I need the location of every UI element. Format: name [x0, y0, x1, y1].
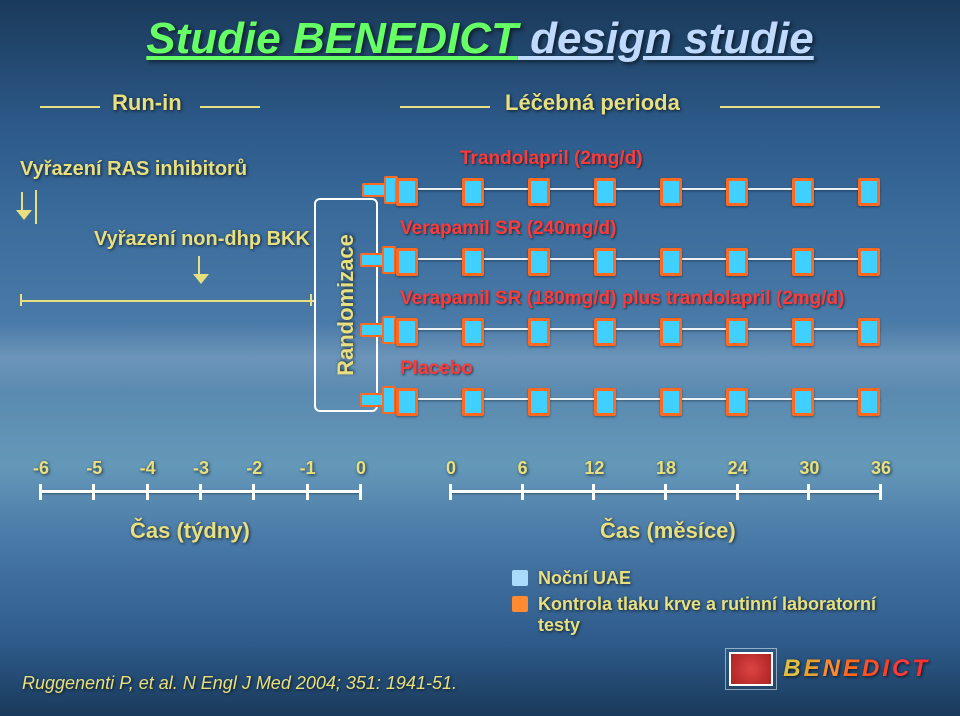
arm-0-tick-6 [792, 178, 814, 206]
randomization-label: Randomizace [333, 234, 359, 376]
legend-swatch-1 [512, 596, 528, 612]
arm-1-tick-4 [660, 248, 682, 276]
slide-root: { "title": { "part1": "Studie BENEDICT",… [0, 0, 960, 716]
months-tick-1 [521, 484, 524, 500]
weeks-ticklabel-2: -4 [133, 458, 163, 479]
runin-line-left [40, 106, 100, 108]
arm-1-tick-3 [594, 248, 616, 276]
weeks-tick-0 [39, 484, 42, 500]
months-ticklabel-1: 6 [508, 458, 538, 479]
arm-label-1: Verapamil SR (240mg/d) [400, 218, 616, 240]
weeks-tick-1 [92, 484, 95, 500]
weeks-ticklabel-3: -3 [186, 458, 216, 479]
months-ticklabel-4: 24 [723, 458, 753, 479]
runin-line-right [200, 106, 260, 108]
arm-0-tick-0 [396, 178, 418, 206]
arm-0-tick-7 [858, 178, 880, 206]
months-tick-3 [664, 484, 667, 500]
weeks-ticklabel-0: -6 [26, 458, 56, 479]
citation: Ruggenenti P, et al. N Engl J Med 2004; … [22, 673, 457, 694]
exclusion-bkk: Vyřazení non-dhp BKK [94, 228, 310, 251]
lead-cap-l [20, 294, 22, 306]
title-part-1: Studie BENEDICT [146, 14, 518, 63]
arm-0-tick-4 [660, 178, 682, 206]
arm-1-tick-1 [462, 248, 484, 276]
legend-label-0: Noční UAE [538, 568, 898, 589]
weeks-tick-6 [359, 484, 362, 500]
months-ticklabel-6: 36 [866, 458, 896, 479]
weeks-ticklabel-4: -2 [239, 458, 269, 479]
legend-label-1: Kontrola tlaku krve a rutinní laboratorn… [538, 594, 898, 636]
benedict-logo: BENEDICT [729, 652, 930, 686]
legend-swatch-0 [512, 570, 528, 586]
arm-3-tick-6 [792, 388, 814, 416]
lead-cap-r [310, 294, 312, 306]
arm-2-tick-1 [462, 318, 484, 346]
benedict-text: BENEDICT [783, 655, 930, 683]
lead-line [20, 300, 314, 302]
arm-0-tick-3 [594, 178, 616, 206]
ras-arrow [21, 192, 23, 212]
months-tick-5 [807, 484, 810, 500]
arm-1-tick-6 [792, 248, 814, 276]
arm-1-tick-0 [396, 248, 418, 276]
arm-2-tick-3 [594, 318, 616, 346]
arm-2-tick-7 [858, 318, 880, 346]
arm-2-tick-6 [792, 318, 814, 346]
arm-label-3: Placebo [400, 358, 473, 380]
arm-0-tick-5 [726, 178, 748, 206]
months-ticklabel-2: 12 [579, 458, 609, 479]
arm-lead-v-1 [382, 246, 396, 274]
benedict-icon [729, 652, 773, 686]
weeks-tick-3 [199, 484, 202, 500]
arm-2-tick-4 [660, 318, 682, 346]
weeks-tick-5 [306, 484, 309, 500]
randomization-box: Randomizace [314, 198, 378, 412]
months-tick-6 [879, 484, 882, 500]
exclusion-ras: Vyřazení RAS inhibitorů [20, 158, 247, 181]
ras-conn-v [35, 190, 37, 224]
arm-3-tick-1 [462, 388, 484, 416]
arm-2-tick-0 [396, 318, 418, 346]
bkk-arrow [198, 256, 200, 276]
treat-line-left [400, 106, 490, 108]
title-part-2: design studie [518, 14, 814, 63]
months-tick-2 [592, 484, 595, 500]
period-runin: Run-in [112, 90, 182, 116]
arm-label-0: Trandolapril (2mg/d) [460, 148, 643, 170]
arm-3-tick-5 [726, 388, 748, 416]
arm-3-tick-3 [594, 388, 616, 416]
months-ticklabel-0: 0 [436, 458, 466, 479]
arm-1-tick-7 [858, 248, 880, 276]
treat-line-right [720, 106, 880, 108]
arm-3-tick-2 [528, 388, 550, 416]
arm-0-tick-1 [462, 178, 484, 206]
arm-2-tick-5 [726, 318, 748, 346]
months-tick-4 [736, 484, 739, 500]
arm-3-tick-7 [858, 388, 880, 416]
weeks-tick-2 [146, 484, 149, 500]
months-ticklabel-3: 18 [651, 458, 681, 479]
months-ticklabel-5: 30 [794, 458, 824, 479]
weeks-axis-title: Čas (týdny) [130, 518, 250, 544]
arm-3-tick-4 [660, 388, 682, 416]
arm-1-tick-2 [528, 248, 550, 276]
weeks-ticklabel-6: 0 [346, 458, 376, 479]
weeks-ticklabel-5: -1 [293, 458, 323, 479]
arm-label-2: Verapamil SR (180mg/d) plus trandolapril… [400, 288, 844, 310]
arm-3-tick-0 [396, 388, 418, 416]
arm-lead-v-3 [382, 386, 396, 414]
arm-2-tick-2 [528, 318, 550, 346]
arm-1-tick-5 [726, 248, 748, 276]
weeks-ticklabel-1: -5 [79, 458, 109, 479]
period-treatment: Léčebná perioda [505, 90, 680, 116]
weeks-tick-4 [252, 484, 255, 500]
arm-lead-v-2 [382, 316, 396, 344]
arm-0-tick-2 [528, 178, 550, 206]
months-axis-title: Čas (měsíce) [600, 518, 736, 544]
months-tick-0 [449, 484, 452, 500]
slide-title: Studie BENEDICT design studie [0, 14, 960, 64]
